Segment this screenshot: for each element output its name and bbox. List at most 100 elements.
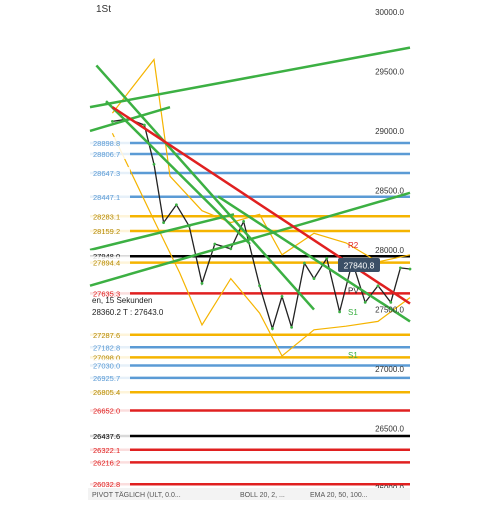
trendline <box>89 191 411 287</box>
price-point <box>162 221 166 225</box>
level-label-bg <box>90 478 130 490</box>
level-label-bg <box>90 256 130 268</box>
level-label: 27030.0 <box>93 361 120 370</box>
ohlc-label: 28360.2 T : 27643.0 <box>92 308 164 317</box>
level-label: 28647.3 <box>93 169 120 178</box>
price-point <box>271 327 274 330</box>
price-point <box>280 295 284 298</box>
level-label: 27182.8 <box>93 343 120 352</box>
price-point <box>408 267 412 271</box>
current-price-badge-bg <box>338 258 380 272</box>
level-label-bg <box>90 341 130 353</box>
current-price-badge[interactable]: 27840.8 <box>338 258 380 272</box>
trendline <box>89 213 235 252</box>
level-label: 28898.8 <box>93 139 120 148</box>
price-point <box>312 277 316 280</box>
current-price-badge-text: 27840.8 <box>344 261 375 271</box>
trendline <box>89 46 411 109</box>
bottom-legend-item: EMA 20, 50, 100... <box>310 492 368 499</box>
price-point <box>303 261 306 265</box>
price-point <box>152 162 156 166</box>
level-label: 26322.1 <box>93 446 120 455</box>
level-label: 28159.2 <box>93 227 120 236</box>
timeframe-label[interactable]: 1St <box>96 4 111 15</box>
level-label-bg <box>90 250 130 262</box>
price-point <box>213 242 217 246</box>
level-label-bg <box>90 210 130 222</box>
pivot-label: PV <box>348 286 359 295</box>
price-tick-label: 29000.0 <box>375 127 404 136</box>
level-label: 26925.7 <box>93 374 120 383</box>
price-tick-label: 27500.0 <box>375 306 404 315</box>
price-point <box>399 266 402 270</box>
level-label-bg <box>90 371 130 383</box>
price-tick-label: 29500.0 <box>375 67 404 76</box>
bottom-legend-item: BOLL 20, 2, ... <box>240 492 285 499</box>
price-point <box>363 300 367 304</box>
price-point <box>389 300 393 304</box>
bottom-legend-item: PIVOT TÄGLICH (ULT, 0.0... <box>92 491 181 499</box>
trendline <box>95 64 315 311</box>
price-tick-label: 30000.0 <box>375 8 404 17</box>
horizontal-levels <box>90 141 410 497</box>
bottom-legend: PIVOT TÄGLICH (ULT, 0.0... BOLL 20, 2, ..… <box>88 488 410 500</box>
level-label-bg <box>90 386 130 398</box>
level-label: 26652.0 <box>93 406 120 415</box>
band-lower <box>111 133 411 357</box>
level-label: 28447.1 <box>93 193 120 202</box>
level-label-bg <box>90 404 130 416</box>
level-label-bg <box>90 225 130 237</box>
price-tick-label: 28000.0 <box>375 246 404 255</box>
level-label-bg <box>90 190 130 202</box>
band-upper <box>111 58 411 263</box>
price-point <box>175 203 178 207</box>
level-label-bg <box>90 137 130 148</box>
level-label: 28806.7 <box>93 150 120 159</box>
level-label: 27098.0 <box>93 353 120 362</box>
level-label: 27635.3 <box>93 289 120 298</box>
trendlines <box>89 46 411 323</box>
bollinger-bands <box>111 58 411 357</box>
level-label: 28283.1 <box>93 212 120 221</box>
price-tick-label: 27000.0 <box>375 365 404 374</box>
level-label-bg <box>90 359 130 371</box>
price-series <box>111 117 412 331</box>
price-point <box>242 220 246 223</box>
level-label-bg <box>90 443 130 455</box>
price-point <box>229 247 233 251</box>
price-point <box>200 281 204 285</box>
level-label-bg <box>90 328 130 340</box>
price-point <box>258 284 261 288</box>
level-label-bg <box>90 351 130 363</box>
price-tick-label: 26500.0 <box>375 425 404 434</box>
pivot-label: S1 <box>348 351 358 360</box>
price-point <box>338 310 341 314</box>
level-label-bg <box>90 430 130 441</box>
level-label-bg <box>90 166 130 178</box>
level-label: 26216.2 <box>93 458 120 467</box>
pivot-label: R2 <box>348 241 359 250</box>
price-point <box>111 120 114 123</box>
price-point <box>325 256 329 260</box>
session-label: en, 15 Sekunden <box>92 296 153 305</box>
level-label: 27894.4 <box>93 259 120 268</box>
level-label-bg <box>90 287 130 299</box>
price-point <box>376 284 380 288</box>
trendline <box>217 195 411 323</box>
pivot-label: S1 <box>348 308 358 317</box>
bottom-legend-bg <box>88 488 410 500</box>
level-label: 26032.8 <box>93 480 120 489</box>
level-label: 26437.6 <box>93 432 120 441</box>
level-label-bg <box>90 456 130 468</box>
trendline <box>105 100 251 245</box>
level-label-bg <box>90 147 130 159</box>
price-point <box>143 123 146 127</box>
price-axis: 30000.0 29500.0 29000.0 28500.0 28000.0 27500… <box>375 8 404 493</box>
level-label: 27287.6 <box>93 331 120 340</box>
price-tick-label: 28500.0 <box>375 186 404 195</box>
level-labels: 28898.8 28806.7 28647.3 28447.1 28283.1 28159… <box>90 137 130 501</box>
price-point <box>290 325 293 329</box>
level-label: 26805.4 <box>93 388 120 397</box>
